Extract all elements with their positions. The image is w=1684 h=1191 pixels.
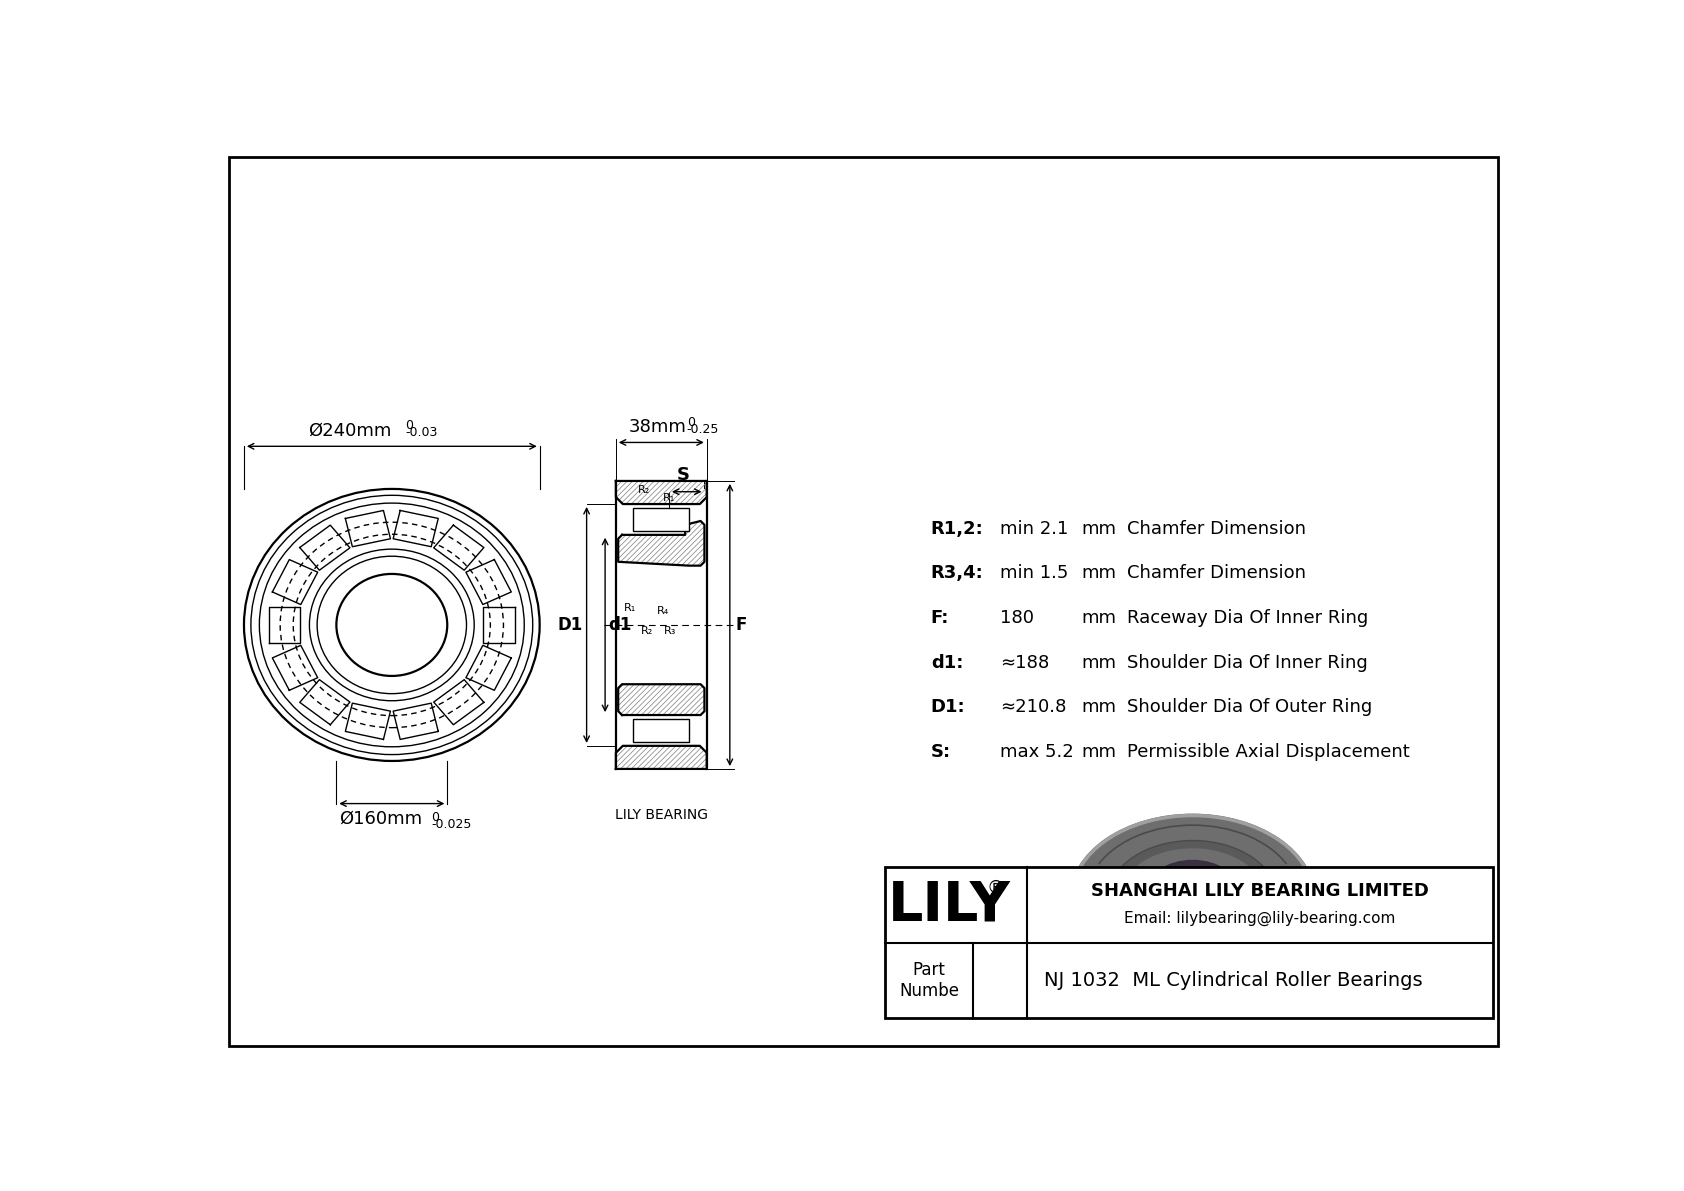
Text: 38mm: 38mm bbox=[628, 418, 687, 436]
Text: Permissible Axial Displacement: Permissible Axial Displacement bbox=[1127, 743, 1410, 761]
Text: S: S bbox=[677, 466, 689, 484]
Text: R₂: R₂ bbox=[638, 485, 650, 495]
Text: LILY BEARING: LILY BEARING bbox=[615, 809, 707, 822]
Text: R₁: R₁ bbox=[623, 603, 637, 613]
Text: Ø160mm: Ø160mm bbox=[338, 810, 421, 828]
Text: 0: 0 bbox=[687, 417, 695, 430]
Text: SHANGHAI LILY BEARING LIMITED: SHANGHAI LILY BEARING LIMITED bbox=[1091, 883, 1430, 900]
Text: R₃: R₃ bbox=[665, 626, 677, 636]
Text: S:: S: bbox=[931, 743, 951, 761]
Text: mm: mm bbox=[1081, 698, 1116, 716]
Text: mm: mm bbox=[1081, 519, 1116, 537]
Text: Ø240mm: Ø240mm bbox=[308, 422, 391, 441]
Text: 180: 180 bbox=[1000, 609, 1034, 626]
Text: mm: mm bbox=[1081, 654, 1116, 672]
Text: F:: F: bbox=[931, 609, 950, 626]
Text: NJ 1032  ML Cylindrical Roller Bearings: NJ 1032 ML Cylindrical Roller Bearings bbox=[1044, 971, 1423, 990]
Bar bbox=[633, 718, 689, 742]
Ellipse shape bbox=[1069, 813, 1315, 983]
Text: -0.25: -0.25 bbox=[687, 423, 719, 436]
Ellipse shape bbox=[1069, 828, 1315, 997]
Text: Email: lilybearing@lily-bearing.com: Email: lilybearing@lily-bearing.com bbox=[1125, 911, 1396, 927]
Text: ≈210.8: ≈210.8 bbox=[1000, 698, 1066, 716]
Text: LILY: LILY bbox=[887, 878, 1010, 933]
Text: D1: D1 bbox=[557, 616, 583, 634]
Text: mm: mm bbox=[1081, 609, 1116, 626]
Ellipse shape bbox=[1150, 869, 1234, 928]
Text: Shoulder Dia Of Inner Ring: Shoulder Dia Of Inner Ring bbox=[1127, 654, 1367, 672]
Text: 0: 0 bbox=[431, 811, 440, 823]
Text: D1:: D1: bbox=[931, 698, 965, 716]
Text: ®: ® bbox=[987, 879, 1005, 897]
Text: Shoulder Dia Of Outer Ring: Shoulder Dia Of Outer Ring bbox=[1127, 698, 1372, 716]
Text: max 5.2: max 5.2 bbox=[1000, 743, 1074, 761]
Text: Chamfer Dimension: Chamfer Dimension bbox=[1127, 565, 1307, 582]
Bar bbox=[884, 867, 1494, 1017]
Text: min 2.1: min 2.1 bbox=[1000, 519, 1068, 537]
Text: R₄: R₄ bbox=[657, 606, 669, 616]
Text: R1,2:: R1,2: bbox=[931, 519, 983, 537]
Text: R₁: R₁ bbox=[663, 493, 675, 503]
Text: ≈188: ≈188 bbox=[1000, 654, 1049, 672]
Ellipse shape bbox=[1120, 848, 1266, 948]
Text: -0.03: -0.03 bbox=[404, 426, 438, 439]
Text: mm: mm bbox=[1081, 565, 1116, 582]
Bar bbox=[633, 507, 689, 531]
Text: 0: 0 bbox=[404, 419, 413, 432]
Text: Part
Numbe: Part Numbe bbox=[899, 961, 958, 999]
Ellipse shape bbox=[1108, 841, 1276, 956]
Text: F: F bbox=[736, 616, 746, 634]
Ellipse shape bbox=[1145, 860, 1239, 924]
Text: d1:: d1: bbox=[931, 654, 963, 672]
Text: mm: mm bbox=[1081, 743, 1116, 761]
Text: R3,4:: R3,4: bbox=[931, 565, 983, 582]
Text: -0.025: -0.025 bbox=[431, 818, 472, 831]
Text: R₂: R₂ bbox=[642, 626, 653, 636]
Text: d1: d1 bbox=[608, 616, 632, 634]
Text: min 1.5: min 1.5 bbox=[1000, 565, 1068, 582]
Text: Raceway Dia Of Inner Ring: Raceway Dia Of Inner Ring bbox=[1127, 609, 1369, 626]
Text: Chamfer Dimension: Chamfer Dimension bbox=[1127, 519, 1307, 537]
